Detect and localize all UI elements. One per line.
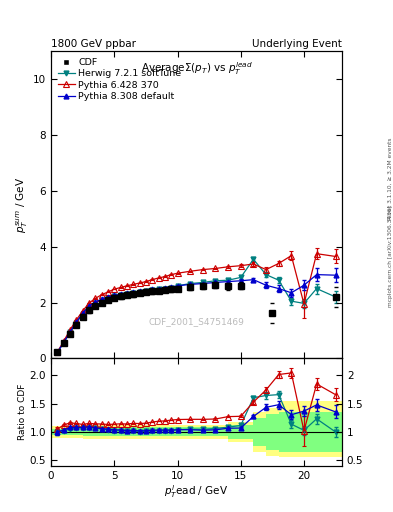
- Text: Rivet 3.1.10, ≥ 3.2M events: Rivet 3.1.10, ≥ 3.2M events: [387, 138, 393, 221]
- Text: Underlying Event: Underlying Event: [252, 38, 342, 49]
- Text: 1800 GeV ppbar: 1800 GeV ppbar: [51, 38, 136, 49]
- Text: Average$\Sigma(p_T)$ vs $p_T^{lead}$: Average$\Sigma(p_T)$ vs $p_T^{lead}$: [141, 60, 252, 77]
- Text: CDF_2001_S4751469: CDF_2001_S4751469: [149, 317, 244, 326]
- Legend: CDF, Herwig 7.2.1 softTune, Pythia 6.428 370, Pythia 8.308 default: CDF, Herwig 7.2.1 softTune, Pythia 6.428…: [56, 56, 184, 103]
- Y-axis label: Ratio to CDF: Ratio to CDF: [18, 384, 27, 440]
- Y-axis label: $p_T^{sum}$ / GeV: $p_T^{sum}$ / GeV: [15, 177, 30, 233]
- X-axis label: $p_T^{l}$ead / GeV: $p_T^{l}$ead / GeV: [164, 483, 229, 500]
- Text: mcplots.cern.ch [arXiv:1306.3436]: mcplots.cern.ch [arXiv:1306.3436]: [387, 205, 393, 307]
